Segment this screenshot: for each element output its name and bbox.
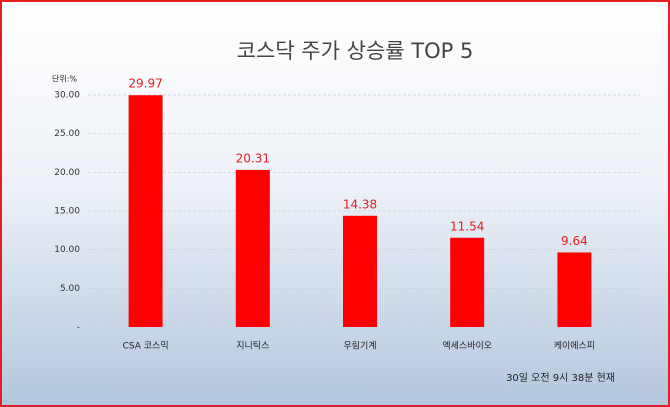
y-tick-label: 20.00 (54, 168, 80, 178)
x-tick-label: 우림기계 (343, 340, 376, 352)
y-tick-label: 25.00 (54, 129, 80, 139)
unit-label: 단위:% (52, 74, 77, 84)
y-tick-label: - (77, 323, 80, 333)
value-label: 20.31 (236, 151, 270, 165)
y-tick-label: 5.00 (60, 284, 80, 294)
value-label: 14.38 (343, 197, 377, 211)
chart-title: 코스닥 주가 상승률 TOP 5 (237, 39, 474, 63)
value-label: 29.97 (128, 77, 162, 91)
x-tick-label: 지니틱스 (236, 340, 269, 352)
y-tick-label: 15.00 (54, 207, 80, 217)
value-label: 11.54 (450, 219, 484, 233)
y-tick-label: 10.00 (54, 245, 80, 255)
value-label: 9.64 (561, 234, 588, 248)
bar (343, 215, 377, 327)
bar (128, 95, 163, 328)
x-tick-label: CSA 코스믹 (123, 340, 169, 352)
bar (235, 169, 270, 327)
x-tick-label: 케이에스피 (554, 341, 595, 352)
bar (557, 252, 592, 327)
y-tick-label: 30.00 (54, 91, 80, 101)
x-tick-label: 엑세스바이오 (442, 340, 492, 352)
bar (450, 237, 485, 327)
note: 30일 오전 9시 38분 현재 (506, 372, 615, 384)
